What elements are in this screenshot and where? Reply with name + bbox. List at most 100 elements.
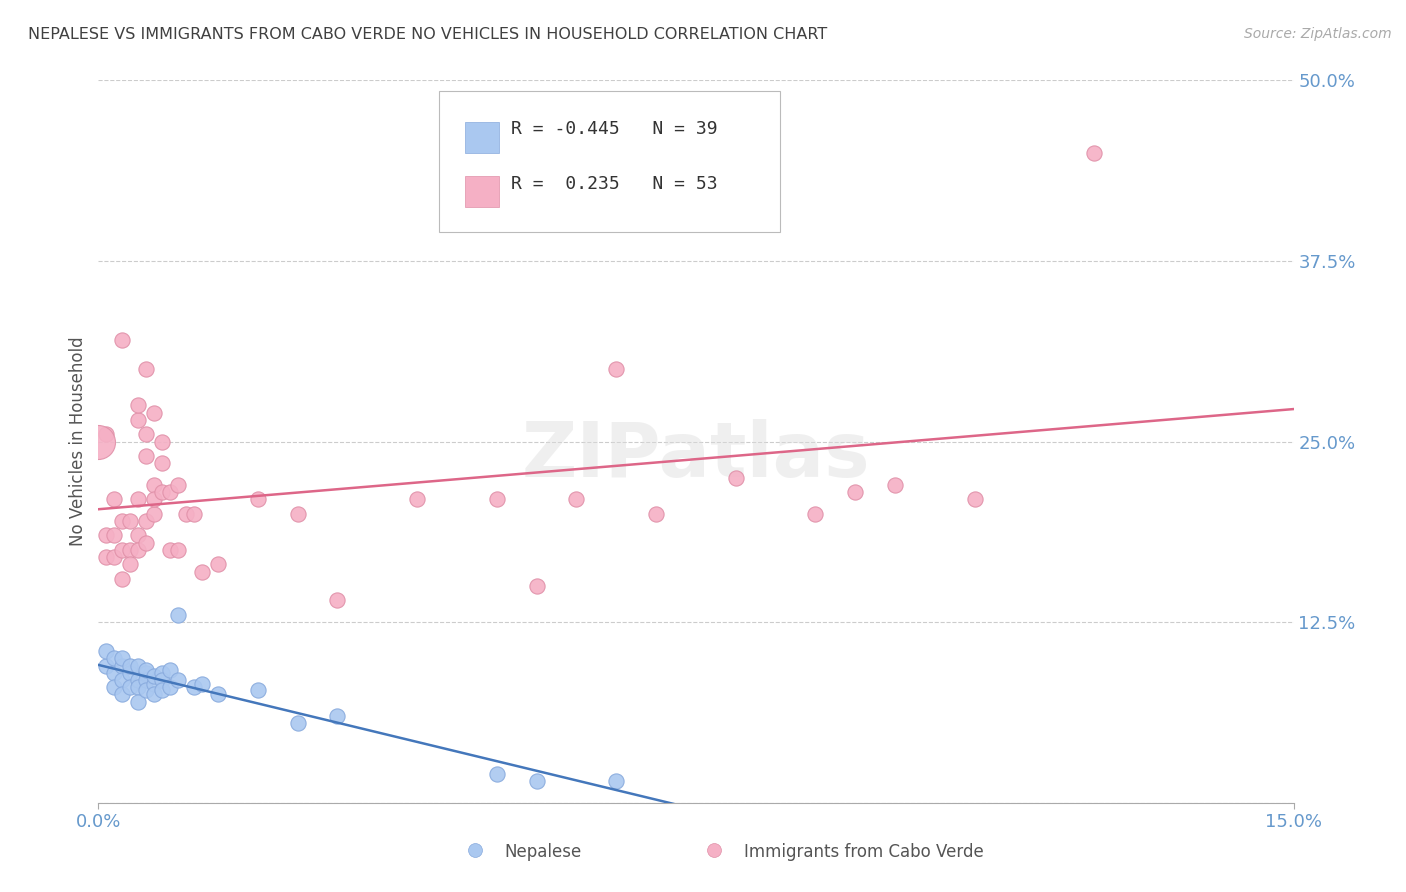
- Point: [135, 673, 157, 687]
- Point: [111, 658, 134, 673]
- Point: [645, 507, 668, 521]
- Point: [884, 478, 907, 492]
- Point: [207, 558, 229, 572]
- Point: [111, 542, 134, 557]
- Point: [127, 673, 149, 687]
- Text: Immigrants from Cabo Verde: Immigrants from Cabo Verde: [744, 843, 984, 861]
- Point: [526, 579, 548, 593]
- Point: [183, 680, 205, 694]
- Point: [143, 507, 166, 521]
- Point: [127, 492, 149, 507]
- Point: [844, 485, 866, 500]
- Text: R =  0.235   N = 53: R = 0.235 N = 53: [510, 175, 717, 193]
- Text: Nepalese: Nepalese: [505, 843, 582, 861]
- Point: [326, 593, 349, 607]
- Point: [135, 535, 157, 549]
- Point: [103, 550, 125, 565]
- Point: [111, 673, 134, 687]
- Point: [804, 507, 827, 521]
- Point: [326, 709, 349, 723]
- FancyBboxPatch shape: [465, 122, 499, 153]
- Point: [96, 658, 118, 673]
- Point: [526, 774, 548, 789]
- Point: [143, 492, 166, 507]
- Point: [87, 434, 110, 449]
- Point: [120, 542, 142, 557]
- Point: [135, 683, 157, 698]
- Point: [406, 492, 429, 507]
- Point: [127, 413, 149, 427]
- Point: [167, 542, 190, 557]
- Point: [120, 680, 142, 694]
- FancyBboxPatch shape: [439, 91, 780, 232]
- Point: [127, 528, 149, 542]
- Point: [135, 362, 157, 376]
- Point: [207, 687, 229, 701]
- Point: [111, 514, 134, 528]
- Point: [111, 572, 134, 586]
- Point: [287, 716, 309, 731]
- Point: [167, 478, 190, 492]
- Point: [159, 542, 181, 557]
- Point: [127, 542, 149, 557]
- Point: [135, 665, 157, 680]
- Point: [127, 658, 149, 673]
- Point: [143, 478, 166, 492]
- Point: [159, 663, 181, 677]
- Point: [191, 565, 214, 579]
- Point: [111, 687, 134, 701]
- Y-axis label: No Vehicles in Household: No Vehicles in Household: [69, 336, 87, 547]
- Point: [103, 528, 125, 542]
- Point: [111, 334, 134, 348]
- FancyBboxPatch shape: [465, 177, 499, 207]
- Point: [963, 492, 986, 507]
- Point: [246, 683, 269, 698]
- Point: [96, 644, 118, 658]
- Point: [1083, 145, 1105, 160]
- Point: [120, 514, 142, 528]
- Point: [159, 485, 181, 500]
- Point: [174, 507, 197, 521]
- Point: [605, 362, 627, 376]
- Point: [96, 528, 118, 542]
- Point: [103, 492, 125, 507]
- Point: [127, 680, 149, 694]
- Point: [143, 668, 166, 682]
- Text: Source: ZipAtlas.com: Source: ZipAtlas.com: [1244, 27, 1392, 41]
- Point: [135, 514, 157, 528]
- Text: ZIPatlas: ZIPatlas: [522, 419, 870, 493]
- Point: [565, 492, 588, 507]
- Point: [120, 558, 142, 572]
- Point: [485, 767, 508, 781]
- Text: NEPALESE VS IMMIGRANTS FROM CABO VERDE NO VEHICLES IN HOUSEHOLD CORRELATION CHAR: NEPALESE VS IMMIGRANTS FROM CABO VERDE N…: [28, 27, 827, 42]
- Text: R = -0.445   N = 39: R = -0.445 N = 39: [510, 120, 717, 138]
- Point: [287, 507, 309, 521]
- Point: [111, 651, 134, 665]
- Point: [143, 677, 166, 691]
- Point: [246, 492, 269, 507]
- Point: [167, 673, 190, 687]
- Point: [150, 665, 173, 680]
- Point: [96, 427, 118, 442]
- Point: [150, 434, 173, 449]
- Point: [120, 665, 142, 680]
- Point: [143, 687, 166, 701]
- Point: [150, 456, 173, 470]
- Point: [135, 663, 157, 677]
- Point: [724, 470, 747, 484]
- Point: [127, 398, 149, 412]
- Point: [191, 677, 214, 691]
- Point: [150, 673, 173, 687]
- Point: [605, 774, 627, 789]
- Point: [127, 695, 149, 709]
- Point: [159, 680, 181, 694]
- Point: [103, 680, 125, 694]
- Point: [183, 507, 205, 521]
- Point: [150, 485, 173, 500]
- Point: [120, 658, 142, 673]
- Point: [103, 651, 125, 665]
- Point: [103, 665, 125, 680]
- Point: [135, 449, 157, 463]
- Point: [143, 406, 166, 420]
- Point: [96, 550, 118, 565]
